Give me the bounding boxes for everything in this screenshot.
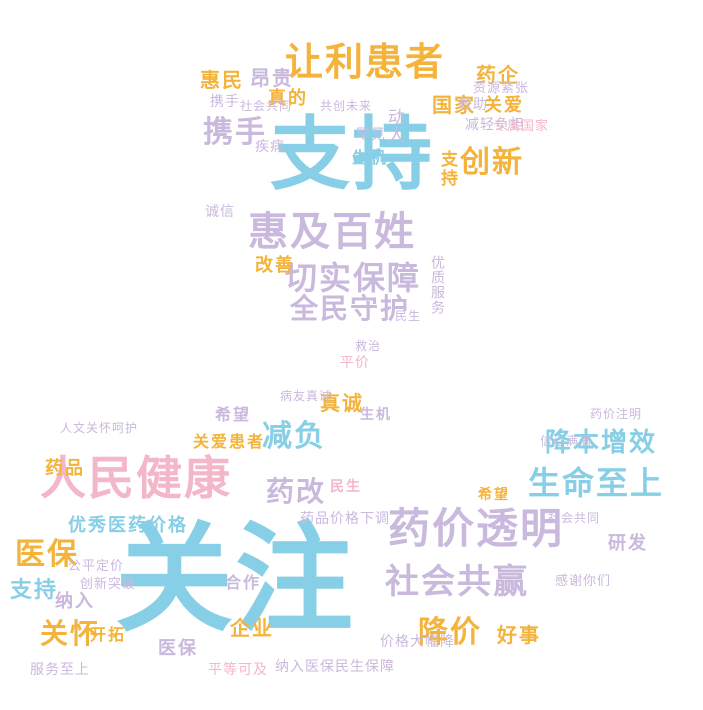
lower-word: 医保 [158, 638, 198, 659]
lower-word: 人民健康 [40, 451, 232, 505]
heart-word: 昂贵 [250, 66, 294, 90]
lower-word: 企业 [230, 616, 274, 640]
lower-word: 减负 [262, 419, 326, 454]
lower-word: 关爱患者 [193, 432, 266, 451]
lower-word: 关注 [115, 510, 356, 648]
heart-word: 生机 [352, 148, 389, 167]
heart-word: 共创未来 [320, 99, 373, 113]
heart-word: 救治 [355, 339, 382, 353]
heart-word: 真的 [268, 88, 308, 109]
lower-word: 创新突破 [80, 577, 137, 592]
lower-word: 真诚 [320, 391, 364, 415]
heart-word: 资源紧张 [473, 81, 530, 96]
lower-word: 关怀 [40, 617, 101, 650]
lower-word: 信心满满 [540, 434, 593, 448]
heart-word: 减轻负担 [465, 117, 525, 133]
lower-word: 开拓 [90, 625, 127, 644]
heart-word: 携手 [203, 115, 267, 150]
lower-word: 民生 [330, 479, 362, 495]
heart-word: 切实保障 [285, 259, 422, 297]
lower-word: 药价透明 [388, 504, 565, 553]
heart-word: 平价 [340, 355, 370, 371]
lower-word: 病友真诚 [280, 389, 333, 403]
lower-word: 服务至上 [30, 662, 90, 678]
heart-word: 惠及百姓 [248, 209, 416, 255]
lower-word: 药改 [266, 475, 327, 508]
lower-word: 社会共赢 [385, 562, 529, 602]
heart-word: 关爱 [484, 95, 524, 116]
lower-word: 纳入 [55, 591, 95, 612]
heart-word: 全民守护 [290, 292, 411, 325]
heart-word: 动人 [384, 108, 404, 144]
heart-word: 国家 [432, 93, 476, 117]
lower-word: 价格大幅降 [380, 634, 455, 650]
lower-word: 好事 [497, 623, 541, 647]
heart-word: 惠民 [200, 68, 244, 92]
heart-word: 改善 [255, 255, 295, 276]
heart-word: 让利患者 [285, 40, 446, 84]
heart-word: 诚信 [205, 204, 235, 220]
lower-word: 药品 [45, 458, 85, 479]
heart-word: 药企 [476, 63, 520, 87]
lower-word: 研发 [608, 533, 648, 554]
heart-word: 民生 [395, 309, 422, 323]
lower-word: 公平定价 [68, 559, 125, 574]
heart-word: 携手 [210, 94, 240, 110]
lower-word: 平等可及 [208, 662, 268, 678]
heart-word: 疾病 [255, 139, 285, 155]
lower-word: 支持 [10, 578, 59, 603]
lower-word: 希望 [478, 487, 510, 503]
heart-word: 创新 [460, 145, 524, 180]
lower-word: 生命至上 [528, 464, 665, 502]
heart-word: 罕见 [356, 127, 386, 143]
lower-word: 希望 [215, 405, 252, 424]
heart-word: 社会共同 [240, 99, 293, 113]
lower-word: 医保 [15, 537, 79, 572]
heart-word: 支持 [270, 108, 434, 201]
lower-word: 感谢你们 [555, 574, 612, 589]
heart-word: 优质服务 [429, 255, 445, 315]
lower-word: 人文关怀呵护 [60, 421, 139, 435]
heart-word: 专属国家 [493, 119, 550, 134]
lower-word: 降价 [418, 615, 482, 650]
lower-word: 降本增效 [545, 428, 658, 458]
heart-word: 救助 [458, 97, 488, 113]
lower-word: 药价注明 [590, 407, 643, 421]
lower-word: 合作 [225, 573, 262, 592]
lower-word: 生机 [360, 407, 392, 423]
lower-word: 优秀医药价格 [68, 515, 188, 536]
heart-word: 支持 [437, 150, 457, 188]
lower-word: 药品价格下调 [300, 511, 390, 527]
lower-word: 社会共同 [548, 511, 601, 525]
lower-word: 纳入医保民生保障 [275, 659, 395, 675]
